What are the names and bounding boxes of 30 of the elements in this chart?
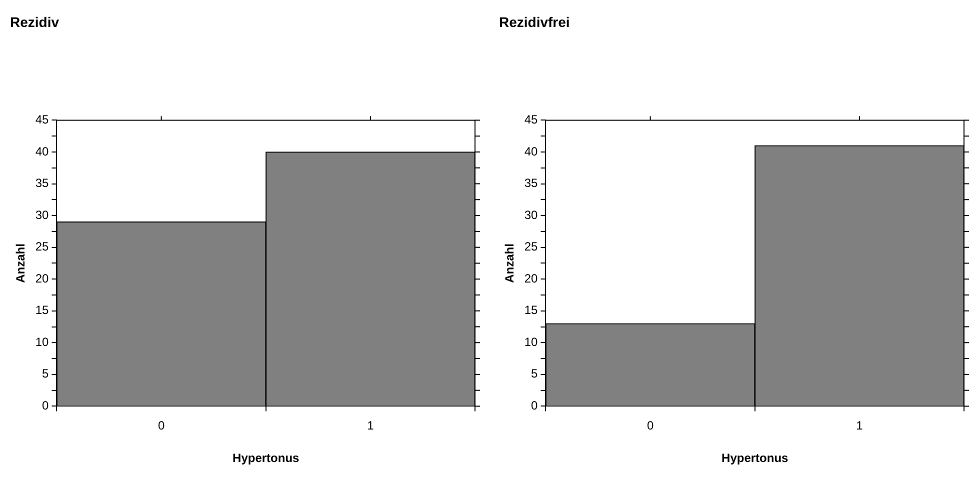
y-tick-label: 40 [524,144,538,158]
x-tick-label: 0 [646,418,654,433]
y-tick-label: 10 [524,334,538,349]
y-tick-label: 35 [35,176,50,190]
chart-title: Rezidiv [10,14,60,30]
y-tick-label: 45 [524,112,538,127]
x-tick-label: 1 [367,418,374,433]
y-tick-label: 15 [35,303,50,318]
y-tick-label: 20 [35,271,50,286]
x-tick-label: 0 [158,418,165,433]
y-tick-label: 15 [524,303,538,318]
y-tick-label: 5 [42,366,50,381]
y-tick-label: 0 [42,398,50,413]
y-axis-title: Anzahl [502,244,517,283]
y-axis-title: Anzahl [14,244,28,283]
x-axis-title: Hypertonus [722,451,789,466]
y-tick-label: 40 [35,144,50,158]
y-tick-label: 5 [531,366,538,381]
y-tick-label: 0 [531,398,538,413]
y-tick-label: 20 [524,271,538,286]
y-tick-label: 25 [524,240,538,254]
y-tick-label: 30 [35,208,50,222]
chart-title: Rezidivfrei [499,14,570,30]
y-tick-label: 30 [524,208,538,222]
y-tick-label: 25 [35,240,50,254]
x-tick-label: 1 [856,418,864,433]
x-axis-title: Hypertonus [232,451,300,466]
y-tick-label: 10 [35,334,50,349]
y-tick-label: 35 [524,176,538,190]
y-tick-label: 45 [35,112,50,127]
